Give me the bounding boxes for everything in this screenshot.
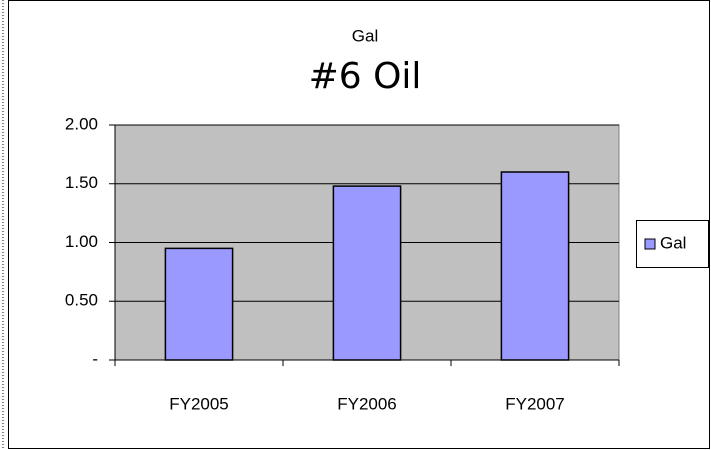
- chart-subtitle: Gal: [352, 26, 378, 45]
- chart-title: #6 Oil: [309, 56, 422, 97]
- y-tick-label: 1.50: [65, 173, 98, 192]
- x-tick-label: FY2005: [169, 394, 229, 413]
- bar: [500, 171, 570, 361]
- x-tick-label: FY2006: [337, 394, 397, 413]
- legend-swatch: [644, 238, 656, 250]
- bar: [164, 247, 234, 361]
- legend-label: Gal: [660, 233, 686, 252]
- x-tick-label: FY2007: [505, 394, 565, 413]
- bar: [332, 185, 402, 361]
- y-tick-label: 0.50: [65, 291, 98, 310]
- y-tick-label: 1.00: [65, 232, 98, 251]
- y-tick-label: 2.00: [65, 114, 98, 133]
- y-tick-label: -: [92, 349, 98, 368]
